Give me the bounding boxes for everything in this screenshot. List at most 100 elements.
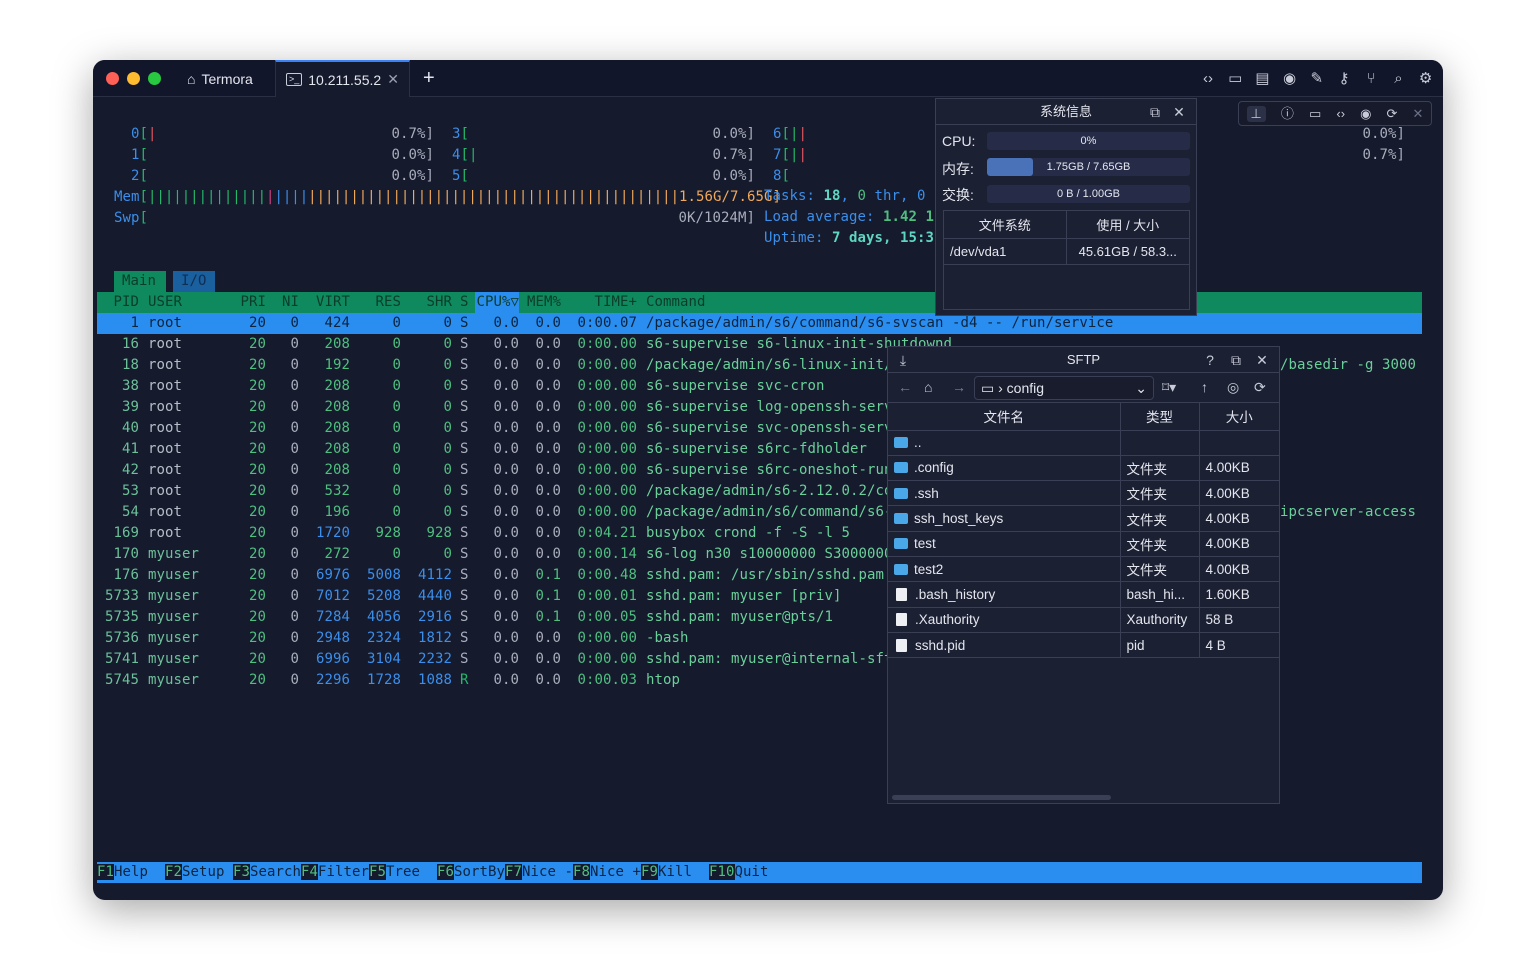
col-virt[interactable]: VIRT [316, 294, 350, 310]
fkey-label[interactable]: Kill [658, 864, 709, 880]
close-icon[interactable]: ✕ [1173, 104, 1185, 120]
info-icon[interactable]: ⓘ [1280, 105, 1294, 121]
popout-icon[interactable]: ⧉ [1150, 104, 1160, 120]
fkey-f5[interactable]: F5 [369, 864, 386, 880]
col-command[interactable]: Command [646, 294, 706, 310]
home-icon[interactable]: ⌂ [924, 379, 933, 395]
col-pri[interactable]: PRI [240, 294, 266, 310]
refresh-icon[interactable]: ⟳ [1254, 379, 1266, 395]
fkey-f1[interactable]: F1 [97, 864, 114, 880]
close-icon[interactable]: ✕ [1412, 105, 1424, 121]
htop-tab-io[interactable]: I/O [173, 271, 215, 292]
horizontal-scrollbar[interactable] [892, 795, 1111, 800]
file-row[interactable]: sshd.pid pid 4 B [888, 631, 1279, 659]
type-header[interactable]: 类型 [1119, 403, 1200, 431]
fkey-label[interactable]: SortBy [454, 864, 505, 880]
usage-header[interactable]: 使用 / 大小 [1065, 211, 1189, 239]
size-header[interactable]: 大小 [1198, 403, 1279, 431]
bookmark-icon[interactable]: ⌑▾ [1162, 379, 1177, 395]
col-res[interactable]: RES [375, 294, 401, 310]
process-row[interactable]: 41 root 20 0 208 0 0 S 0.0 0.0 0:00.00 s6-supervise… [97, 439, 1422, 460]
minimize-window-button[interactable] [127, 72, 140, 85]
pencil-icon[interactable]: ✎ [1310, 70, 1324, 87]
fkey-label[interactable]: Search [250, 864, 301, 880]
zoom-window-button[interactable] [148, 72, 161, 85]
file-row[interactable]: ssh_host_keys 文件夹 4.00KB [888, 505, 1279, 532]
pin-icon[interactable]: ⊥ [1246, 105, 1266, 122]
key-icon[interactable]: ⚷ [1338, 70, 1350, 87]
tab-session[interactable]: >_ 10.211.55.2 ✕ [275, 60, 410, 97]
process-row[interactable]: 5735 myuser 20 0 7284 4056 2916 S 0.0 0.1 0:00.05 s… [97, 607, 1422, 628]
fkey-label[interactable]: Nice + [590, 864, 641, 880]
file-row[interactable]: test 文件夹 4.00KB [888, 530, 1279, 557]
fkey-f2[interactable]: F2 [165, 864, 182, 880]
gear-icon[interactable]: ⚙ [1418, 70, 1433, 87]
eye-icon[interactable]: ◎ [1227, 379, 1240, 395]
fkey-label[interactable]: Quit [734, 864, 786, 880]
folder-icon[interactable]: ▭ [1228, 70, 1243, 87]
htop-tab-main[interactable]: Main [114, 271, 166, 292]
process-row[interactable]: 38 root 20 0 208 0 0 S 0.0 0.0 0:00.00 s6-supervise… [97, 376, 1422, 397]
download-icon[interactable]: ⤓ [899, 352, 907, 368]
up-icon[interactable]: ↑ [1201, 379, 1208, 395]
file-row[interactable]: .ssh 文件夹 4.00KB [888, 480, 1279, 507]
sync-icon[interactable]: ⟳ [1386, 105, 1398, 121]
file-row[interactable]: .config 文件夹 4.00KB [888, 454, 1279, 482]
fkey-f6[interactable]: F6 [437, 864, 454, 880]
search-icon[interactable]: ⌕ [1394, 70, 1403, 87]
process-row[interactable]: 18 root 20 0 192 0 0 S 0.0 0.0 0:00.00/package/adm… [97, 355, 1422, 376]
file-row[interactable]: .Xauthority Xauthority 58 B [888, 606, 1279, 633]
gpu-icon[interactable]: ◉ [1360, 105, 1372, 121]
process-row[interactable]: 42 root 20 0 208 0 0 S 0.0 0.0 0:00.00 s6-supervise… [97, 460, 1422, 481]
process-row[interactable]: 5733 myuser 20 0 7012 5208 4440 S 0.0 0.1 0:00.01 s… [97, 586, 1422, 607]
close-icon[interactable]: ✕ [1256, 352, 1268, 368]
file-row[interactable]: .. [888, 429, 1279, 456]
fkey-label[interactable]: Setup [182, 864, 233, 880]
fkey-label[interactable]: Help [114, 864, 165, 880]
back-icon[interactable]: ← [898, 379, 912, 395]
terminal[interactable]: 0[| 0.7%] 1[0.0%] 2[0.0%] 3[0.0%] 4[| 0.7%] 5[0… [93, 97, 1443, 900]
col-state[interactable]: S [460, 294, 469, 310]
process-row[interactable]: 53 root 20 0 532 0 0 S 0.0 0.0 0:00.00/package/adm… [97, 481, 1422, 502]
forward-icon[interactable]: → [952, 379, 966, 395]
name-header[interactable]: 文件名 [888, 403, 1121, 431]
help-icon[interactable]: ? [1206, 352, 1214, 368]
close-tab-icon[interactable]: ✕ [387, 71, 399, 87]
col-user[interactable]: USER [148, 294, 182, 310]
process-row[interactable]: 5736 myuser 20 0 2948 2324 1812 S 0.0 0.0 0:00.00-… [97, 628, 1422, 649]
file-row[interactable]: .bash_history bash_hi... 1.60KB [888, 581, 1279, 608]
popout-icon[interactable]: ⧉ [1231, 352, 1241, 368]
fkey-f7[interactable]: F7 [505, 864, 522, 880]
process-row[interactable]: 170 myuser 20 0 272 0 0 S 0.0 0.0 0:00.14 s6-log n3… [97, 544, 1422, 565]
fkey-label[interactable]: Filter [318, 864, 369, 880]
folder-icon[interactable]: ▭ [1309, 105, 1322, 121]
process-row[interactable]: 1 root 20 0 424 0 0 S 0.0 0.0 0:00.07/package/admi… [97, 313, 1422, 334]
code-icon[interactable]: ‹› [1336, 105, 1346, 121]
process-row[interactable]: 5741 myuser 20 0 6996 3104 2232 S 0.0 0.0 0:00.00 s… [97, 649, 1422, 670]
code-icon[interactable]: ‹› [1203, 70, 1213, 87]
col-cpu[interactable]: CPU%▽ [475, 292, 519, 313]
fs-header[interactable]: 文件系统 [944, 211, 1067, 239]
process-row[interactable]: 16 root 20 0 208 0 0 S 0.0 0.0 0:00.00 s6-supervise… [97, 334, 1422, 355]
new-tab-button[interactable]: + [423, 67, 435, 89]
fkey-f3[interactable]: F3 [233, 864, 250, 880]
close-window-button[interactable] [106, 72, 119, 85]
col-ni[interactable]: NI [282, 294, 299, 310]
col-mem[interactable]: MEM% [527, 294, 561, 310]
process-row[interactable]: 169 root 20 0 1720 928 928 S 0.0 0.0 0:04.21 busybo… [97, 523, 1422, 544]
col-pid[interactable]: PID [113, 294, 139, 310]
col-shr[interactable]: SHR [426, 294, 452, 310]
fkey-f10[interactable]: F10 [709, 864, 735, 880]
fkey-f9[interactable]: F9 [641, 864, 658, 880]
process-row[interactable]: 40 root 20 0 208 0 0 S 0.0 0.0 0:00.00 s6-supervise… [97, 418, 1422, 439]
fkey-f4[interactable]: F4 [301, 864, 318, 880]
path-selector[interactable]: ▭ › config ⌄ [974, 376, 1154, 400]
file-row[interactable]: test2 文件夹 4.00KB [888, 555, 1279, 583]
notes-icon[interactable]: ▤ [1255, 70, 1270, 87]
tab-termora[interactable]: ⌂ Termora [187, 70, 253, 87]
fkey-label[interactable]: Tree [386, 864, 437, 880]
record-icon[interactable]: ◉ [1283, 70, 1297, 87]
col-time[interactable]: TIME+ [594, 294, 637, 310]
process-row[interactable]: 176 myuser 20 0 6976 5008 4112 S 0.0 0.1 0:00.48 ss… [97, 565, 1422, 586]
process-row[interactable]: 54 root 20 0 196 0 0 S 0.0 0.0 0:00.00/package/adm… [97, 502, 1422, 523]
